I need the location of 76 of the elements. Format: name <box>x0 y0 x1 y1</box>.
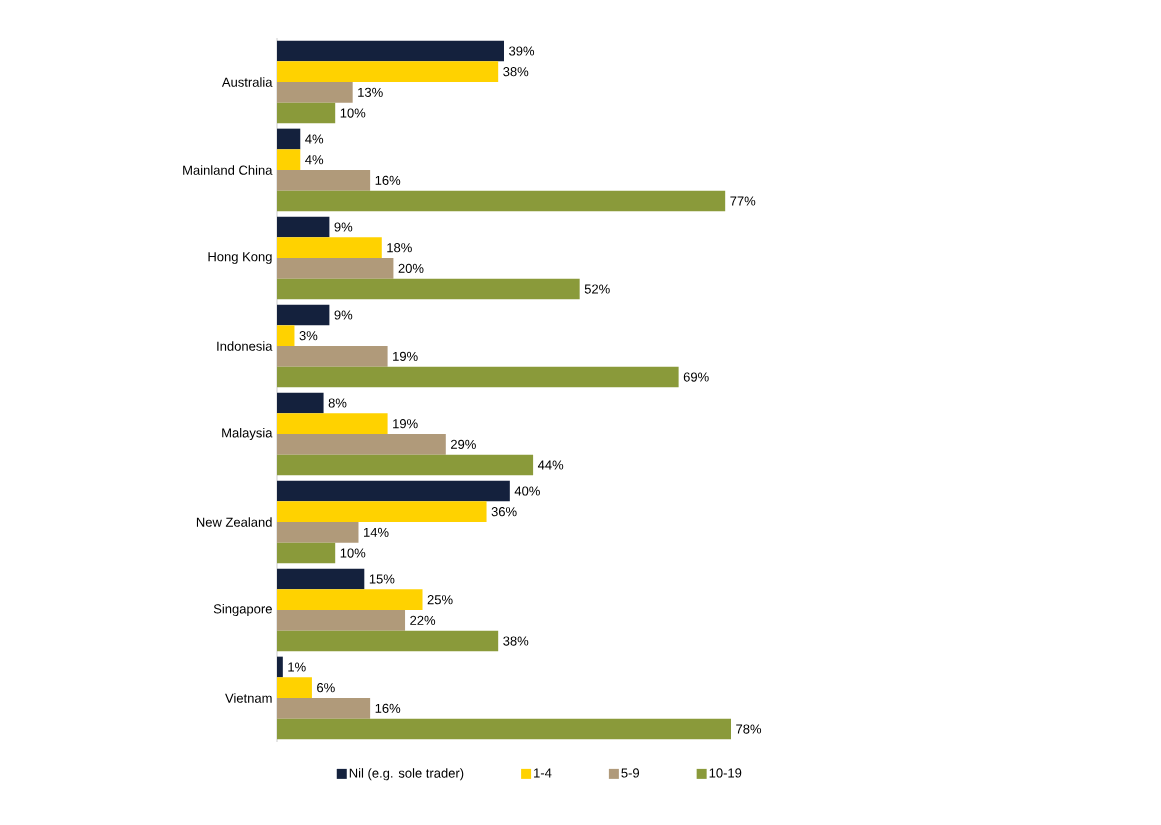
legend-label: 10-19 <box>709 768 742 778</box>
bar <box>277 677 312 699</box>
bar <box>277 304 330 326</box>
bar <box>277 366 679 388</box>
data-label: 16% <box>375 703 401 713</box>
data-label: 38% <box>503 636 529 646</box>
bar <box>277 568 365 590</box>
data-label: 25% <box>427 595 453 605</box>
data-label: 19% <box>393 351 418 361</box>
y-tick-label: Mainland China <box>183 165 273 175</box>
bar <box>277 610 406 631</box>
data-label: 4% <box>305 134 324 144</box>
data-label: 6% <box>317 683 335 693</box>
bar <box>277 630 499 652</box>
data-label: 44% <box>537 460 564 470</box>
bar <box>277 392 324 414</box>
bar <box>277 149 301 171</box>
data-label: 10% <box>340 108 366 118</box>
data-label: 13% <box>358 87 383 97</box>
data-label: 40% <box>514 486 540 496</box>
data-label: 39% <box>509 46 535 56</box>
bar <box>277 40 504 62</box>
legend-label: 5-9 <box>621 768 640 778</box>
data-label: 52% <box>584 284 610 294</box>
y-tick-label: Malaysia <box>222 427 273 441</box>
bar <box>277 61 499 83</box>
legend-label: 1-4 <box>534 768 552 778</box>
bar <box>277 170 371 191</box>
bar <box>277 454 534 476</box>
data-label: 9% <box>334 310 353 320</box>
data-label: 77% <box>730 196 756 206</box>
legend-label: Nil (e.g. sole trader) <box>349 768 464 781</box>
bar <box>277 325 295 347</box>
bar <box>277 501 487 523</box>
data-label: 29% <box>450 439 476 449</box>
bar <box>277 542 336 564</box>
y-tick-label: Singapore <box>213 603 272 617</box>
bar <box>277 216 330 238</box>
data-label: 19% <box>393 419 418 429</box>
bar <box>277 278 580 300</box>
bar <box>277 102 336 124</box>
data-label: 8% <box>328 398 347 408</box>
data-label: 18% <box>387 243 412 253</box>
bar <box>277 656 283 678</box>
data-label: 15% <box>369 574 395 584</box>
y-tick-label: Vietnam <box>225 693 272 703</box>
data-label: 22% <box>410 615 436 625</box>
bar <box>277 346 388 367</box>
bar <box>277 82 353 103</box>
data-label: 16% <box>375 175 401 185</box>
data-label: 78% <box>736 724 762 734</box>
bar <box>277 522 359 543</box>
data-label: 9% <box>334 222 353 232</box>
data-label: 20% <box>398 263 424 273</box>
bar <box>277 237 382 259</box>
bar <box>277 480 510 502</box>
data-label: 4% <box>305 155 324 165</box>
data-label: 69% <box>683 372 709 382</box>
bar <box>277 434 446 455</box>
y-tick-label: Hong Kong <box>208 252 272 264</box>
y-tick-label: Australia <box>221 77 273 87</box>
bar <box>277 589 423 611</box>
bar <box>277 698 371 719</box>
y-tick-label: Indonesia <box>217 341 273 351</box>
bar <box>277 413 388 435</box>
y-tick-label: New Zealand <box>196 517 272 527</box>
data-label: 38% <box>503 67 529 77</box>
bar <box>277 718 731 740</box>
bar <box>277 190 726 212</box>
data-label: 10% <box>340 548 366 558</box>
bar <box>277 128 301 150</box>
data-label: 1% <box>288 662 306 672</box>
data-label: 3% <box>299 331 318 341</box>
bar <box>277 258 394 279</box>
data-label: 14% <box>364 527 389 537</box>
data-label: 36% <box>491 507 517 517</box>
